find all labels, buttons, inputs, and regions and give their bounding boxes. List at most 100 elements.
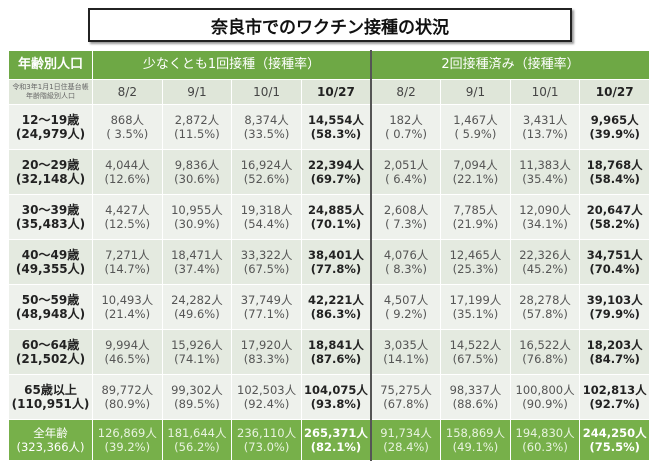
first-dose-cell: 4,427人 (12.5%) bbox=[92, 194, 163, 240]
age-group-cell: 65歳以上 (110,951人) bbox=[8, 374, 93, 420]
rate: (75.5%) bbox=[589, 440, 640, 454]
first-dose-cell: 15,926人 (74.1%) bbox=[161, 329, 233, 375]
rate: (52.6%) bbox=[243, 172, 290, 186]
table-row: 65歳以上 (110,951人) 89,772人 (80.9%) 99,302人 (89.… bbox=[8, 374, 650, 420]
count: 16,522人 bbox=[519, 338, 571, 352]
rate: (82.1%) bbox=[310, 440, 362, 454]
rate: (21.4%) bbox=[104, 307, 151, 321]
second-dose-cell: 4,076人( 8.3%) bbox=[370, 239, 442, 285]
rate: (39.2%) bbox=[104, 440, 151, 454]
age-group-cell: 20～29歳 (32,148人) bbox=[8, 149, 93, 195]
count: 236,110人 bbox=[237, 426, 297, 440]
second-dose-cell: 7,785人 (21.9%) bbox=[440, 194, 511, 240]
count: 100,800人 bbox=[515, 383, 575, 397]
count: 7,271人 bbox=[105, 248, 150, 262]
first-dose-cell: 89,772人 (80.9%) bbox=[92, 374, 163, 420]
count: 18,203人 bbox=[586, 338, 643, 352]
count: 17,199人 bbox=[449, 293, 502, 307]
rate: (37.4%) bbox=[174, 262, 220, 276]
count: 14,522人 bbox=[449, 338, 502, 352]
table-row: 30～39歳 (35,483人) 4,427人 (12.5%) 10,955人 (30.9… bbox=[8, 194, 650, 240]
count: 158,869人 bbox=[445, 426, 505, 440]
count: 9,836人 bbox=[174, 158, 220, 172]
first-dose-cell: 16,924人 (52.6%) bbox=[231, 149, 302, 195]
count: 194,830人 bbox=[515, 426, 575, 440]
rate: ( 9.2%) bbox=[385, 307, 427, 321]
rate: (39.9%) bbox=[589, 127, 640, 141]
rate: (33.5%) bbox=[243, 127, 290, 141]
table-row: 60～64歳 (21,502人) 9,994人 (46.5%) 15,926人 (74.1… bbox=[8, 329, 650, 375]
count: 17,920人 bbox=[240, 338, 293, 352]
count: 18,841人 bbox=[307, 338, 364, 352]
first-dose-cell: 9,994人 (46.5%) bbox=[92, 329, 163, 375]
second-dose-cell: 158,869人 (49.1%) bbox=[440, 419, 511, 461]
count: 102,813人 bbox=[582, 383, 647, 397]
date-header: 10/1 bbox=[509, 79, 581, 105]
count: 24,282人 bbox=[171, 293, 223, 307]
rate: (46.5%) bbox=[104, 352, 151, 366]
first-dose-cell: 38,401人 (77.8%) bbox=[300, 239, 372, 285]
count: 11,383人 bbox=[519, 158, 571, 172]
count: 8,374人 bbox=[244, 113, 289, 127]
count: 4,044人 bbox=[105, 158, 150, 172]
second-dose-cell: 34,751人 (70.4%) bbox=[579, 239, 650, 285]
count: 4,507人 bbox=[383, 293, 429, 307]
age-group-cell: 40～49歳 (49,355人) bbox=[8, 239, 93, 285]
rate: ( 5.9%) bbox=[454, 127, 497, 141]
first-dose-cell: 181,644人 (56.2%) bbox=[161, 419, 233, 461]
count: 15,926人 bbox=[171, 338, 223, 352]
age-label: 60～64歳 bbox=[21, 338, 80, 352]
header-row: 年齢別人口 少なくとも1回接種（接種率） 2回接種済み（接種率） bbox=[8, 50, 650, 80]
first-dose-cell: 99,302人 (89.5%) bbox=[161, 374, 233, 420]
first-dose-cell: 10,955人 (30.9%) bbox=[161, 194, 233, 240]
rate: (73.0%) bbox=[243, 440, 290, 454]
first-dose-cell: 868人( 3.5%) bbox=[92, 104, 163, 150]
second-dose-cell: 39,103人 (79.9%) bbox=[579, 284, 650, 330]
count: 22,326人 bbox=[519, 248, 571, 262]
second-dose-cell: 18,203人 (84.7%) bbox=[579, 329, 650, 375]
count: 2,872人 bbox=[174, 113, 220, 127]
count: 39,103人 bbox=[586, 293, 643, 307]
rate: (79.9%) bbox=[589, 307, 640, 321]
table-row: 20～29歳 (32,148人) 4,044人 (12.6%) 9,836人 (30.6%… bbox=[8, 149, 650, 195]
count: 16,924人 bbox=[240, 158, 293, 172]
second-dose-cell: 244,250人 (75.5%) bbox=[579, 419, 650, 461]
rate: (70.1%) bbox=[310, 217, 362, 231]
count: 182人 bbox=[389, 113, 423, 127]
rate: (12.6%) bbox=[104, 172, 151, 186]
count: 18,471人 bbox=[171, 248, 223, 262]
rate: (56.2%) bbox=[174, 440, 220, 454]
rate: (35.4%) bbox=[522, 172, 568, 186]
rate: (54.4%) bbox=[243, 217, 290, 231]
date-row: 令和3年1月1日住基台帳年齢階級別人口 8/2 9/1 10/1 10/27 8/2 9/… bbox=[8, 79, 650, 105]
rate: (70.4%) bbox=[589, 262, 640, 276]
second-dose-cell: 16,522人 (76.8%) bbox=[509, 329, 581, 375]
first-dose-cell: 18,841人 (87.6%) bbox=[300, 329, 372, 375]
first-dose-cell: 22,394人 (69.7%) bbox=[300, 149, 372, 195]
count: 18,768人 bbox=[586, 158, 643, 172]
count: 126,869人 bbox=[97, 426, 157, 440]
rate: (83.3%) bbox=[243, 352, 290, 366]
first-dose-header: 少なくとも1回接種（接種率） bbox=[92, 50, 372, 80]
rate: (34.1%) bbox=[522, 217, 568, 231]
second-dose-cell: 7,094人 (22.1%) bbox=[440, 149, 511, 195]
rate: (58.4%) bbox=[589, 172, 640, 186]
population-note: 令和3年1月1日住基台帳年齢階級別人口 bbox=[8, 79, 93, 105]
first-dose-cell: 2,872人 (11.5%) bbox=[161, 104, 233, 150]
rate: (60.3%) bbox=[522, 440, 568, 454]
rate: (90.9%) bbox=[522, 397, 568, 411]
first-dose-cell: 9,836人 (30.6%) bbox=[161, 149, 233, 195]
second-dose-cell: 17,199人 (35.1%) bbox=[440, 284, 511, 330]
count: 34,751人 bbox=[586, 248, 643, 262]
age-column-header: 年齢別人口 bbox=[8, 50, 93, 80]
rate: (77.8%) bbox=[310, 262, 362, 276]
second-dose-cell: 12,465人 (25.3%) bbox=[440, 239, 511, 285]
second-dose-cell: 14,522人 (67.5%) bbox=[440, 329, 511, 375]
rate: (57.8%) bbox=[522, 307, 568, 321]
date-header: 8/2 bbox=[92, 79, 163, 105]
rate: (12.5%) bbox=[104, 217, 151, 231]
date-header: 10/27 bbox=[579, 79, 650, 105]
rate: (25.3%) bbox=[452, 262, 499, 276]
count: 7,785人 bbox=[453, 203, 498, 217]
rate: (58.2%) bbox=[589, 217, 640, 231]
